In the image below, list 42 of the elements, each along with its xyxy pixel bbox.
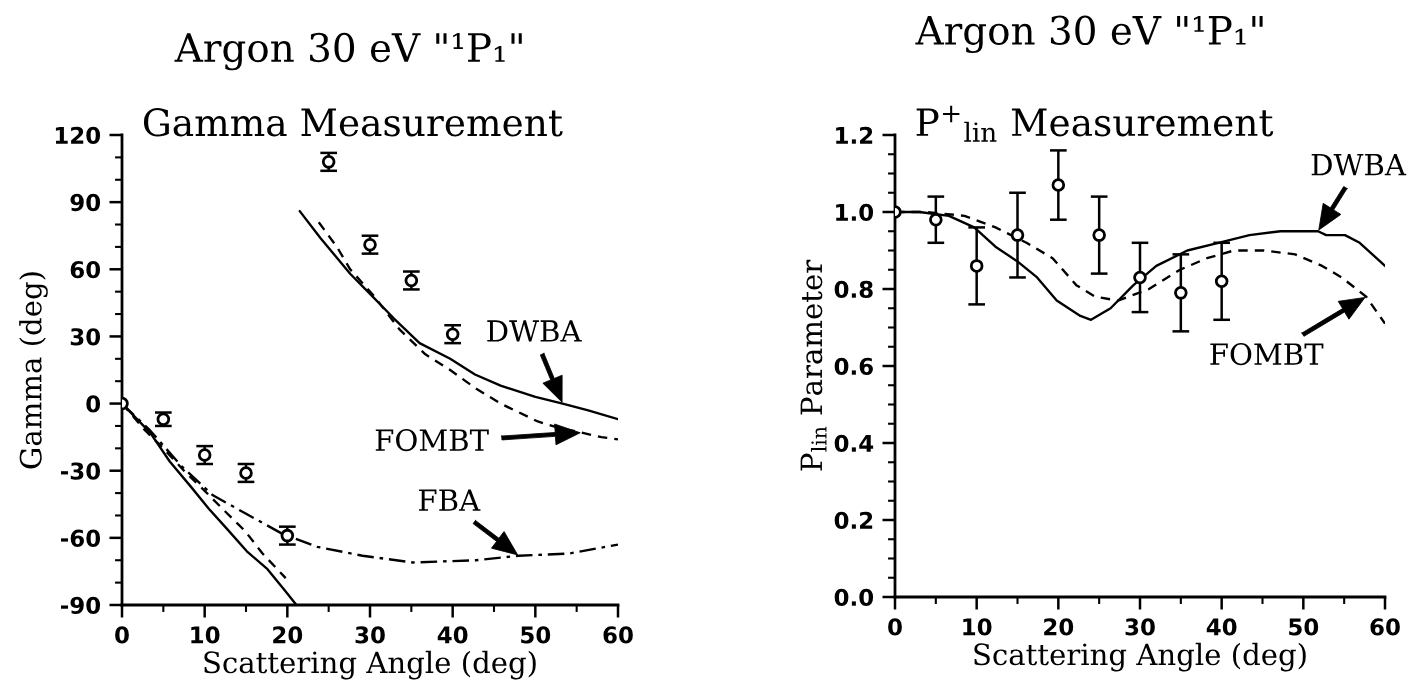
series-label: DWBA (487, 320, 582, 342)
x-tick-label: 50 (521, 626, 551, 644)
legend-label: FOMBT (375, 429, 489, 452)
y-tick-label: 0.4 (834, 434, 874, 453)
chart-subtitle: P$^{+}$$_{lin}$ Measurement (916, 105, 1274, 142)
x-tick-label: 0 (888, 618, 902, 636)
x-tick-label: 60 (1370, 618, 1400, 636)
x-tick-label: 10 (191, 626, 220, 644)
y-tick-label: 0.6 (834, 357, 873, 376)
x-axis-title: Scattering Angle (deg) (204, 650, 536, 680)
y-tick-label: 0 (86, 395, 101, 413)
x-tick-label: 40 (1206, 618, 1237, 636)
y-tick-label: 60 (70, 260, 101, 279)
chart-subtitle: Gamma Measurement (143, 108, 563, 137)
series-label: FBA (419, 489, 481, 511)
legend-label: FOMBT (1210, 343, 1324, 366)
x-tick-label: 60 (603, 626, 633, 644)
y-axis-title: P$_{lin}$ Parameter (800, 259, 827, 471)
y-axis-title: Gamma (deg) (19, 272, 48, 469)
y-tick-label: 1.0 (836, 203, 874, 222)
x-axis-title: Scattering Angle (deg) (974, 642, 1306, 672)
y-tick-label: 0.2 (834, 511, 873, 530)
x-tick-label: 50 (1289, 618, 1319, 636)
series-label: DWBA (1311, 154, 1407, 176)
x-tick-label: 0 (115, 626, 129, 644)
y-tick-label: -60 (61, 529, 101, 547)
x-tick-label: 40 (437, 626, 468, 644)
x-tick-label: 30 (1125, 618, 1155, 636)
y-tick-label: 120 (55, 126, 101, 145)
y-tick-label: -30 (61, 462, 101, 480)
chart-title: Argon 30 eV "¹P₁" (174, 32, 522, 71)
x-tick-label: 30 (355, 626, 385, 644)
y-tick-label: 0.0 (834, 588, 874, 607)
y-tick-label: 90 (70, 193, 101, 212)
y-tick-label: 1.2 (836, 126, 873, 144)
x-tick-label: 20 (1044, 618, 1074, 636)
chart-title: Argon 30 eV "¹P₁" (915, 15, 1263, 54)
x-tick-label: 20 (273, 626, 303, 644)
y-tick-label: 0.8 (834, 280, 873, 299)
x-tick-label: 10 (963, 618, 992, 636)
y-tick-label: -90 (61, 596, 101, 615)
y-tick-label: 30 (70, 328, 101, 346)
